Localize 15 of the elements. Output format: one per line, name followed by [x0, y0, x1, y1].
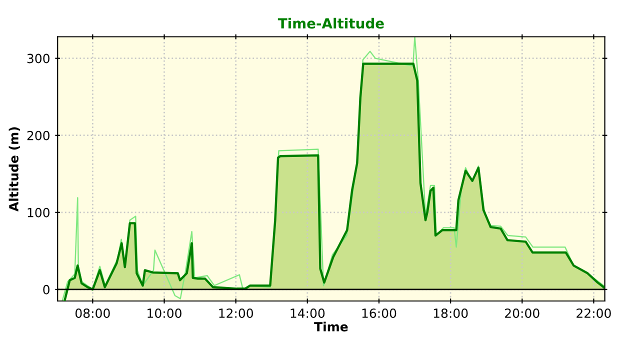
- x-tick-label: 16:00: [362, 308, 396, 318]
- x-tick-label: 18:00: [434, 308, 468, 318]
- chart-title: Time-Altitude: [278, 18, 384, 29]
- y-tick-label: 100: [28, 208, 50, 218]
- x-tick-label: 12:00: [219, 308, 254, 318]
- x-axis-title: Time: [314, 322, 348, 332]
- x-tick-label: 14:00: [290, 308, 325, 318]
- x-tick-label: 08:00: [75, 308, 110, 318]
- x-tick-label: 20:00: [505, 308, 540, 318]
- x-tick-label: 22:00: [576, 308, 611, 318]
- y-tick-label: 300: [27, 54, 50, 64]
- y-tick-label: 200: [27, 130, 50, 140]
- y-tick-label: 0: [43, 284, 50, 294]
- y-axis-title: Altitude (m): [8, 127, 20, 212]
- x-tick-label: 10:00: [148, 308, 182, 318]
